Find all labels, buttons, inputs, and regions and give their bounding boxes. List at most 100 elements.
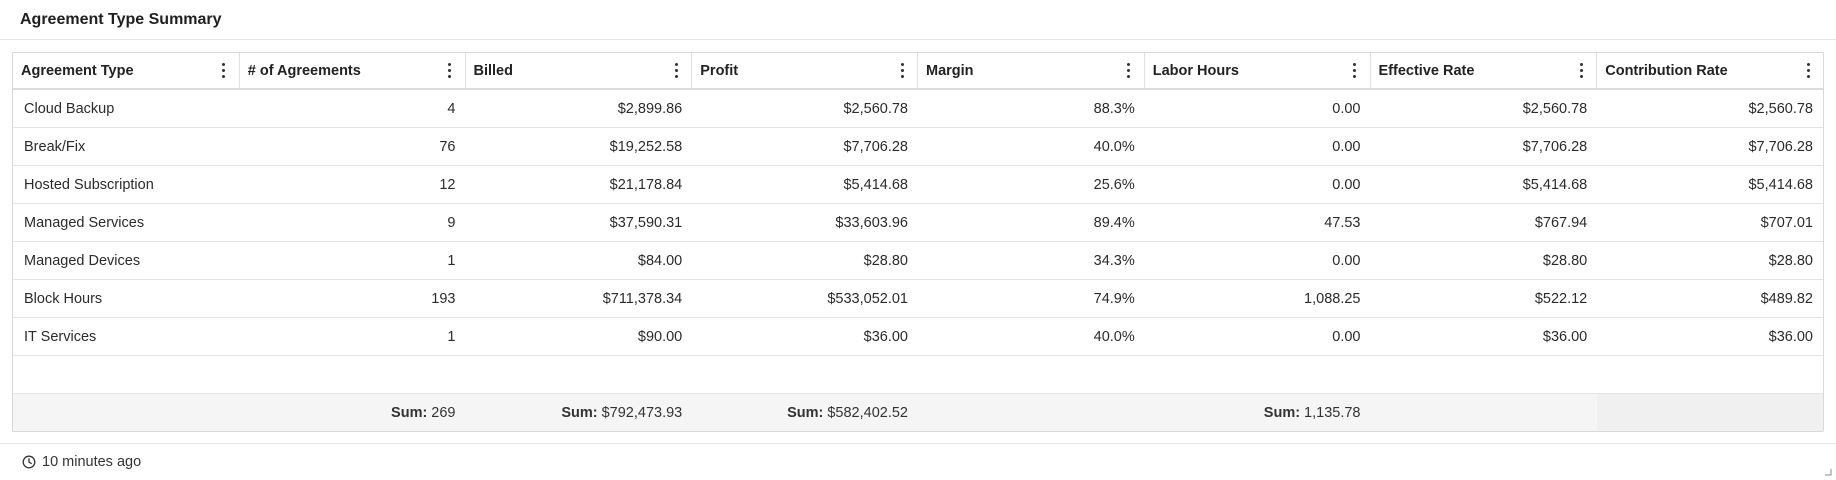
table-cell: $2,560.78 xyxy=(1748,100,1813,117)
table-cell: Break/Fix xyxy=(24,138,86,155)
sum-label: Sum: xyxy=(1263,404,1301,421)
table-row[interactable]: Break/Fix 76 $19,252.58 $7,706.28 40.0% 0.00 $… xyxy=(13,128,1823,166)
table-cell: 193 xyxy=(431,290,456,307)
table-cell: 9 xyxy=(447,214,456,231)
column-header-label: Profit xyxy=(700,62,739,79)
table-row[interactable]: Cloud Backup 4 $2,899.86 $2,560.78 88.3% 0.00… xyxy=(13,90,1823,128)
table-cell: $7,706.28 xyxy=(1522,138,1588,155)
column-header[interactable]: Profit xyxy=(692,53,918,88)
table-cell: 12 xyxy=(439,176,456,193)
vertical-dots-icon[interactable] xyxy=(443,61,457,81)
table-cell: $33,603.96 xyxy=(835,214,908,231)
table-cell: $707.01 xyxy=(1760,214,1813,231)
table-cell: 47.53 xyxy=(1324,214,1361,231)
vertical-dots-icon[interactable] xyxy=(1801,61,1815,81)
table-cell: $711,378.34 xyxy=(602,290,683,307)
table-row[interactable]: Block Hours 193 $711,378.34 $533,052.01 74.9… xyxy=(13,280,1823,318)
table-cell: $5,414.68 xyxy=(843,176,908,193)
table-cell: 40.0% xyxy=(1093,328,1135,345)
table-cell: $533,052.01 xyxy=(827,290,908,307)
sum-label: Sum: xyxy=(391,404,428,421)
table-cell: $522.12 xyxy=(1534,290,1588,307)
table-cell: 34.3% xyxy=(1093,252,1135,269)
sum-label: Sum: xyxy=(561,404,598,421)
table-cell: $5,414.68 xyxy=(1748,176,1813,193)
vertical-dots-icon[interactable] xyxy=(1122,61,1136,81)
table-cell: 1 xyxy=(447,252,456,269)
column-header-label: Labor Hours xyxy=(1152,62,1239,79)
table-row[interactable]: IT Services 1 $90.00 $36.00 40.0% 0.00 $36.00 $… xyxy=(13,318,1823,356)
column-header[interactable]: Margin xyxy=(918,53,1145,88)
vertical-dots-icon[interactable] xyxy=(1348,61,1362,81)
table-cell: $84.00 xyxy=(637,252,683,269)
sum-cell: Sum: 1,135.78 xyxy=(1145,394,1371,431)
sum-value: 1,135.78 xyxy=(1304,404,1361,421)
table-cell: 0.00 xyxy=(1332,100,1361,117)
table-cell: $2,560.78 xyxy=(843,100,908,117)
table-cell: $36.00 xyxy=(863,328,908,345)
table-cell: Managed Devices xyxy=(24,252,141,269)
header-row: Agreement Type # of Agreements Billed Profi… xyxy=(13,53,1823,90)
clock-icon xyxy=(22,455,36,469)
table-cell: $36.00 xyxy=(1768,328,1813,345)
table-cell: 1 xyxy=(447,328,456,345)
sum-cell xyxy=(918,394,1145,431)
table-cell: $489.82 xyxy=(1760,290,1813,307)
vertical-dots-icon[interactable] xyxy=(1574,61,1588,81)
table-cell: Hosted Subscription xyxy=(24,176,154,193)
table-cell: $767.94 xyxy=(1534,214,1588,231)
column-header[interactable]: Labor Hours xyxy=(1145,53,1371,88)
column-header-label: Billed xyxy=(473,62,513,79)
table-cell: Cloud Backup xyxy=(24,100,115,117)
table-cell: $7,706.28 xyxy=(1748,138,1813,155)
widget-header: Agreement Type Summary xyxy=(0,0,1836,40)
column-header-label: Margin xyxy=(926,62,974,79)
table-cell: 89.4% xyxy=(1093,214,1135,231)
table-cell: 74.9% xyxy=(1093,290,1135,307)
table-cell: 0.00 xyxy=(1332,176,1361,193)
table-cell: $5,414.68 xyxy=(1522,176,1588,193)
table-cell: $7,706.28 xyxy=(843,138,908,155)
column-header[interactable]: Contribution Rate xyxy=(1597,53,1823,88)
table-cell: $2,560.78 xyxy=(1522,100,1588,117)
table-row[interactable]: Managed Services 9 $37,590.31 $33,603.96 89.… xyxy=(13,204,1823,242)
resize-handle-icon[interactable] xyxy=(1824,468,1832,476)
last-updated-text: 10 minutes ago xyxy=(42,454,142,470)
column-header[interactable]: Billed xyxy=(466,53,693,88)
table-cell: Managed Services xyxy=(24,214,145,231)
sum-value: $792,473.93 xyxy=(601,404,683,421)
table-cell: 0.00 xyxy=(1332,252,1361,269)
table-cell: 76 xyxy=(439,138,456,155)
table-cell: $90.00 xyxy=(637,328,683,345)
table-cell: $28.80 xyxy=(1768,252,1813,269)
table-cell: 88.3% xyxy=(1093,100,1135,117)
table-cell: IT Services xyxy=(24,328,97,345)
table-cell: 1,088.25 xyxy=(1304,290,1361,307)
column-header-label: Contribution Rate xyxy=(1605,62,1728,79)
table-cell: $36.00 xyxy=(1542,328,1588,345)
column-header[interactable]: Agreement Type xyxy=(13,53,240,88)
column-header[interactable]: # of Agreements xyxy=(240,53,466,88)
table-cell: 4 xyxy=(447,100,456,117)
sum-cell xyxy=(13,394,240,431)
sum-label: Sum: xyxy=(787,404,824,421)
vertical-dots-icon[interactable] xyxy=(217,61,231,81)
sum-cell: Sum: $582,402.52 xyxy=(692,394,918,431)
empty-row xyxy=(13,356,1823,394)
vertical-dots-icon[interactable] xyxy=(895,61,909,81)
table-cell: $19,252.58 xyxy=(609,138,683,155)
table-row[interactable]: Hosted Subscription 12 $21,178.84 $5,414.68… xyxy=(13,166,1823,204)
sum-cell xyxy=(1371,394,1598,431)
sum-cell: Sum: 269 xyxy=(240,394,466,431)
sum-cell xyxy=(1597,394,1823,431)
widget-title: Agreement Type Summary xyxy=(20,10,222,28)
sum-value: 269 xyxy=(431,404,456,421)
table-cell: $21,178.84 xyxy=(609,176,683,193)
vertical-dots-icon[interactable] xyxy=(669,61,683,81)
column-header[interactable]: Effective Rate xyxy=(1371,53,1598,88)
table-cell: 0.00 xyxy=(1332,138,1361,155)
data-grid: Agreement Type # of Agreements Billed Profi… xyxy=(12,52,1824,432)
sum-cell: Sum: $792,473.93 xyxy=(466,394,693,431)
table-row[interactable]: Managed Devices 1 $84.00 $28.80 34.3% 0.00 $28… xyxy=(13,242,1823,280)
table-cell: $28.80 xyxy=(863,252,908,269)
